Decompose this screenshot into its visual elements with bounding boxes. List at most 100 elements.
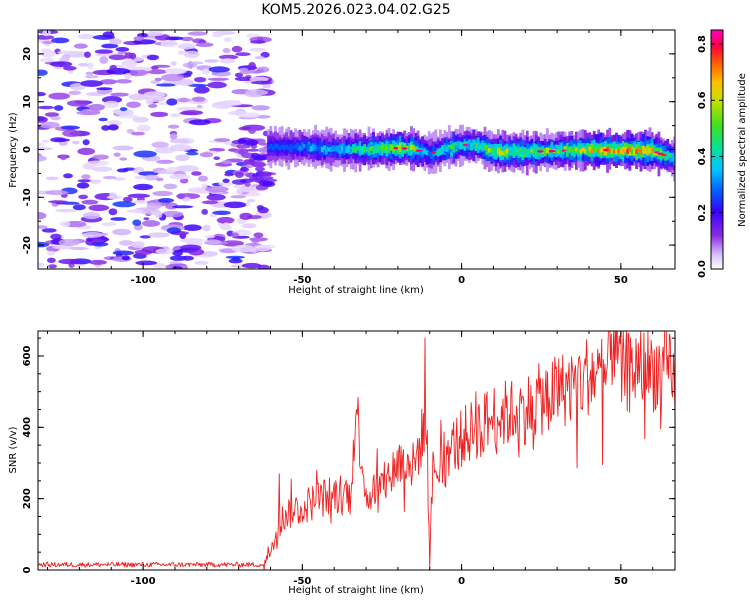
- trace-cell: [497, 148, 500, 154]
- noise-blob: [110, 92, 129, 97]
- noise-blob: [77, 179, 93, 183]
- noise-blob: [219, 58, 236, 64]
- noise-blob: [204, 235, 216, 239]
- trace-cell: [376, 147, 380, 153]
- trace-cell: [452, 143, 456, 150]
- noise-blob: [38, 225, 48, 229]
- noise-blob: [47, 257, 56, 263]
- trace-cell: [352, 144, 355, 153]
- trace-cell: [595, 146, 598, 152]
- trace-cell: [490, 147, 494, 157]
- trace-cell: [267, 146, 271, 150]
- trace-cell: [291, 145, 295, 150]
- trace-cell: [628, 146, 632, 153]
- noise-blob: [234, 76, 254, 82]
- noise-blob: [236, 144, 251, 149]
- trace-cell: [505, 148, 509, 154]
- trace-cell: [345, 147, 349, 154]
- trace-cell: [343, 146, 346, 152]
- noise-blob: [91, 242, 109, 247]
- trace-cell: [414, 147, 418, 152]
- noise-blob: [133, 150, 157, 158]
- noise-blob: [251, 238, 260, 244]
- noise-blob: [193, 86, 210, 94]
- noise-blob: [147, 232, 170, 238]
- trace-cell: [271, 145, 275, 151]
- noise-blob: [199, 152, 214, 158]
- noise-blob: [113, 177, 126, 181]
- trace-cell: [668, 153, 672, 158]
- noise-blob: [48, 92, 70, 100]
- noise-blob: [167, 124, 180, 129]
- trace-cell: [521, 148, 525, 153]
- trace-cell: [361, 148, 364, 152]
- noise-blob: [82, 139, 90, 146]
- y-tick-label: 0: [22, 566, 33, 573]
- noise-blob: [222, 47, 231, 54]
- trace-cell: [617, 149, 621, 154]
- noise-blob: [78, 194, 88, 200]
- trace-cell: [494, 150, 498, 156]
- trace-cell: [332, 145, 335, 151]
- noise-blob: [150, 111, 169, 117]
- noise-blob: [237, 138, 247, 144]
- noise-blob: [127, 193, 150, 198]
- noise-blob: [250, 70, 262, 74]
- noise-blob: [99, 79, 118, 85]
- trace-cell: [501, 151, 505, 155]
- x-tick-label: -100: [131, 576, 156, 587]
- trace-cell: [597, 148, 601, 153]
- noise-blob: [38, 92, 46, 97]
- trace-cell: [648, 147, 652, 154]
- trace-cell: [285, 144, 288, 149]
- noise-blob: [125, 69, 148, 77]
- trace-cell: [323, 145, 326, 150]
- noise-blob: [205, 186, 229, 193]
- noise-blob: [196, 104, 203, 109]
- trace-hotspot: [602, 148, 609, 152]
- noise-blob: [122, 196, 133, 203]
- noise-blob: [89, 259, 107, 265]
- trace-cell: [459, 144, 462, 149]
- trace-cell: [528, 149, 531, 154]
- trace-cell: [659, 150, 663, 154]
- trace-cell: [334, 145, 337, 152]
- noise-blob: [231, 257, 241, 261]
- noise-blob: [207, 81, 227, 89]
- trace-cell: [325, 146, 329, 151]
- noise-blob: [92, 166, 113, 172]
- noise-blob: [134, 175, 147, 180]
- noise-blob: [169, 133, 178, 140]
- trace-cell: [443, 145, 447, 151]
- y-tick-label: 400: [22, 417, 33, 438]
- trace-cell: [421, 149, 424, 154]
- trace-cell: [327, 147, 331, 152]
- noise-blob: [248, 128, 256, 135]
- trace-cell: [278, 146, 282, 151]
- noise-blob: [101, 43, 119, 49]
- noise-blob: [45, 112, 59, 117]
- noise-blob: [169, 144, 192, 152]
- trace-cell: [673, 157, 675, 162]
- noise-blob: [256, 205, 264, 210]
- colorbar-label: Normalized spectral amplitude: [737, 73, 748, 227]
- trace-cell: [320, 146, 324, 153]
- noise-blob: [112, 250, 135, 256]
- trace-cell: [608, 149, 612, 153]
- trace-cell: [300, 145, 304, 150]
- noise-blob: [42, 139, 49, 143]
- noise-blob: [222, 178, 230, 183]
- noise-blob: [201, 208, 208, 215]
- noise-blob: [172, 250, 183, 257]
- noise-blob: [92, 154, 109, 160]
- noise-blobs: [38, 30, 278, 269]
- noise-blob: [135, 260, 158, 266]
- noise-blob: [69, 246, 89, 251]
- trace-cell: [352, 148, 355, 153]
- noise-blob: [207, 77, 229, 81]
- noise-blob: [155, 83, 176, 87]
- noise-blob: [84, 75, 99, 79]
- noise-blob: [72, 204, 86, 211]
- x-tick-label: 50: [614, 275, 628, 286]
